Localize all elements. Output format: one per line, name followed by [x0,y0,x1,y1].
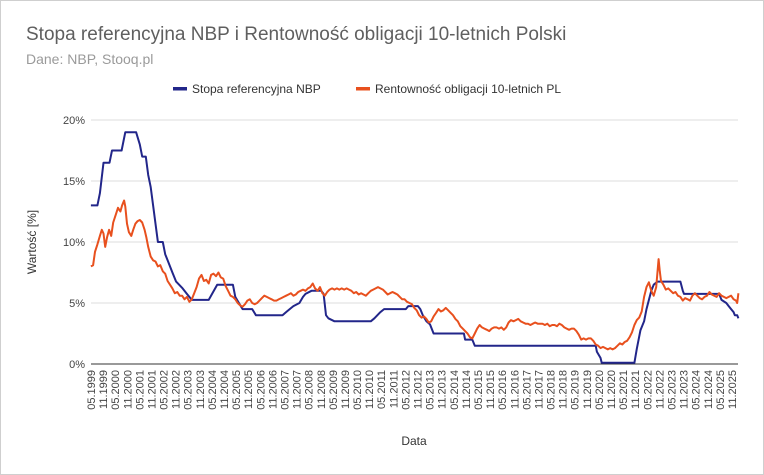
y-tick-label: 10% [63,237,85,249]
x-tick-label: 11.2020 [606,370,618,409]
x-tick-label: 11.2021 [630,370,642,409]
x-tick-label: 05.2018 [546,370,558,410]
legend: Stopa referencyjna NBP Rentowność obliga… [173,82,561,96]
x-tick-label: 11.2011 [388,370,400,408]
x-tick-label: 05.2014 [449,370,461,410]
x-tick-label: 11.2022 [654,370,666,409]
x-tick-label: 05.2002 [159,370,171,410]
x-tick-label: 05.2013 [425,370,437,410]
series-line-rentownosc-obligacji [90,199,740,351]
x-tick-label: 11.2009 [340,370,352,409]
x-tick-label: 05.2003 [183,370,195,410]
x-tick-label: 05.2006 [255,370,267,410]
x-tick-label: 11.2019 [582,370,594,409]
legend-label-stopa: Stopa referencyjna NBP [192,82,321,96]
y-axis-title: Wartość [%] [25,210,39,274]
x-tick-label: 11.2014 [461,370,473,409]
x-tick-label: 11.2004 [219,370,231,409]
x-tick-label: 05.2000 [110,370,122,410]
x-tick-label: 11.2018 [558,370,570,409]
x-tick-label: 11.2007 [292,370,304,409]
x-tick-label: 05.2015 [473,370,485,410]
chart-subtitle: Dane: NBP, Stooq.pl [26,51,154,67]
y-tick-label: 5% [69,298,85,310]
x-tick-label: 05.2020 [594,370,606,410]
x-tick-label: 05.2011 [376,370,388,409]
legend-label-rentownosc: Rentowność obligacji 10-letnich PL [375,82,561,96]
x-tick-label: 11.2006 [267,370,279,409]
x-tick-label: 11.2016 [509,370,521,409]
legend-swatch-stopa [173,87,187,91]
x-tick-label: 05.2025 [715,370,727,410]
y-tick-label: 20% [63,115,85,127]
x-tick-label: 05.2007 [279,370,291,410]
chart-title: Stopa referencyjna NBP i Rentowność obli… [26,24,567,45]
x-tick-label: 05.2022 [642,370,654,410]
x-tick-label: 11.2012 [413,370,425,409]
x-tick-label: 05.2021 [618,370,630,410]
x-tick-label: 11.2025 [727,370,739,409]
x-tick-label: 11.2015 [485,370,497,409]
x-tick-label: 11.2001 [146,370,158,409]
x-tick-label: 05.2001 [134,370,146,410]
x-tick-label: 11.2013 [437,370,449,409]
x-tick-label: 11.2024 [703,370,715,409]
x-tick-label: 05.2023 [666,370,678,410]
legend-swatch-rentownosc [356,87,370,91]
x-tick-label: 05.2004 [207,370,219,410]
x-tick-label: 05.2016 [497,370,509,410]
x-axis-title: Data [401,434,427,448]
x-tick-label: 05.2024 [691,370,703,410]
x-tick-label: 11.2010 [364,370,376,409]
x-tick-label: 11.2002 [171,370,183,409]
x-tick-label: 11.2005 [243,370,255,409]
x-tick-label: 05.2005 [231,370,243,410]
x-tick-label: 05.2017 [521,370,533,410]
x-tick-label: 11.2008 [316,370,328,409]
x-tick-label: 05.2009 [328,370,340,410]
x-tick-label: 05.2010 [352,370,364,410]
x-tick-label: 05.2012 [400,370,412,410]
x-tick-label: 05.1999 [86,370,98,410]
x-tick-label: 11.2000 [122,370,134,409]
x-tick-label: 11.2003 [195,370,207,409]
x-tick-label: 11.2023 [679,370,691,409]
x-tick-label: 05.2008 [304,370,316,410]
x-tick-label: 11.1999 [98,370,110,409]
y-tick-label: 0% [69,359,85,371]
x-tick-label: 05.2019 [570,370,582,410]
series-line-stopa-referencyjna [90,131,740,364]
y-tick-label: 15% [63,176,85,188]
x-tick-label: 11.2017 [533,370,545,409]
